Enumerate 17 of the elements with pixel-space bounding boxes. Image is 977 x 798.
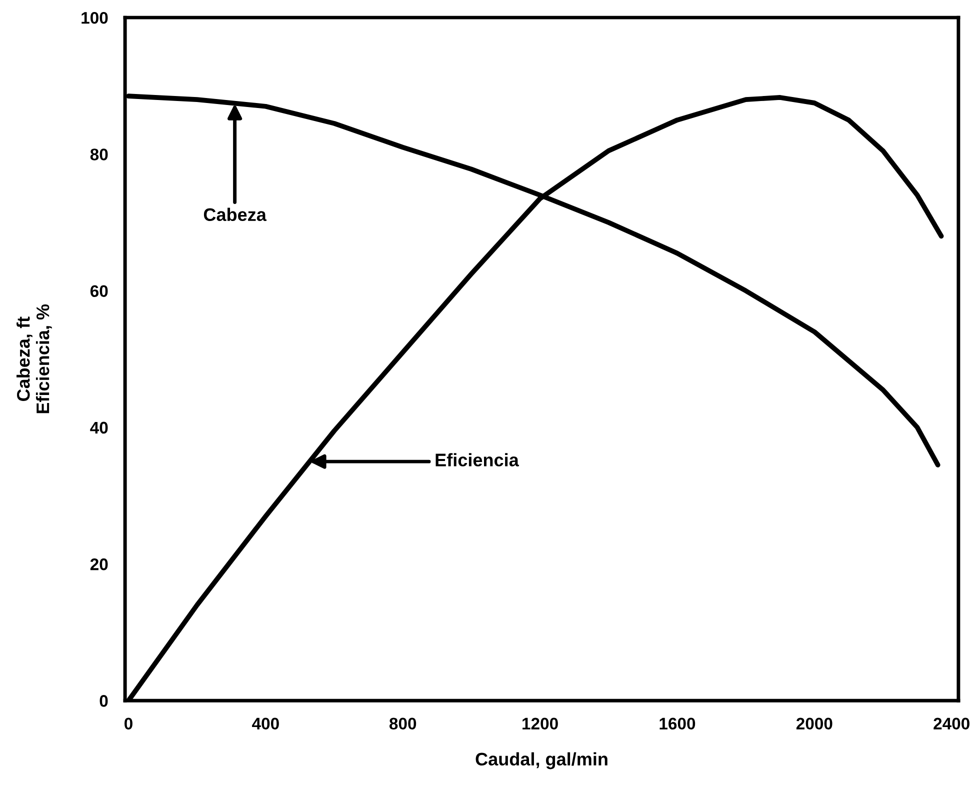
x-tick-label: 800 xyxy=(389,718,416,730)
x-tick-label: 1600 xyxy=(660,718,696,730)
y-tick-label: 100 xyxy=(82,12,108,24)
annotation: Eficiencia xyxy=(436,453,519,466)
x-tick-label: 0 xyxy=(124,718,132,730)
y-tick-label: 20 xyxy=(90,558,108,570)
x-tick-label: 2400 xyxy=(934,718,970,730)
x-tick-label: 400 xyxy=(252,718,279,730)
y-tick-label: 80 xyxy=(90,148,108,160)
y-tick-label: 40 xyxy=(90,422,108,434)
y-tick-label: 60 xyxy=(90,285,108,297)
x-axis-title: Caudal, gal/min xyxy=(476,752,608,770)
annotation: Cabeza xyxy=(204,208,267,222)
y-tick-label: 0 xyxy=(100,695,108,707)
x-tick-label: 2000 xyxy=(796,718,832,730)
x-tick-label: 1200 xyxy=(522,718,558,730)
y-axis-title: Cabeza, ft Eficiencia, % xyxy=(16,304,52,414)
